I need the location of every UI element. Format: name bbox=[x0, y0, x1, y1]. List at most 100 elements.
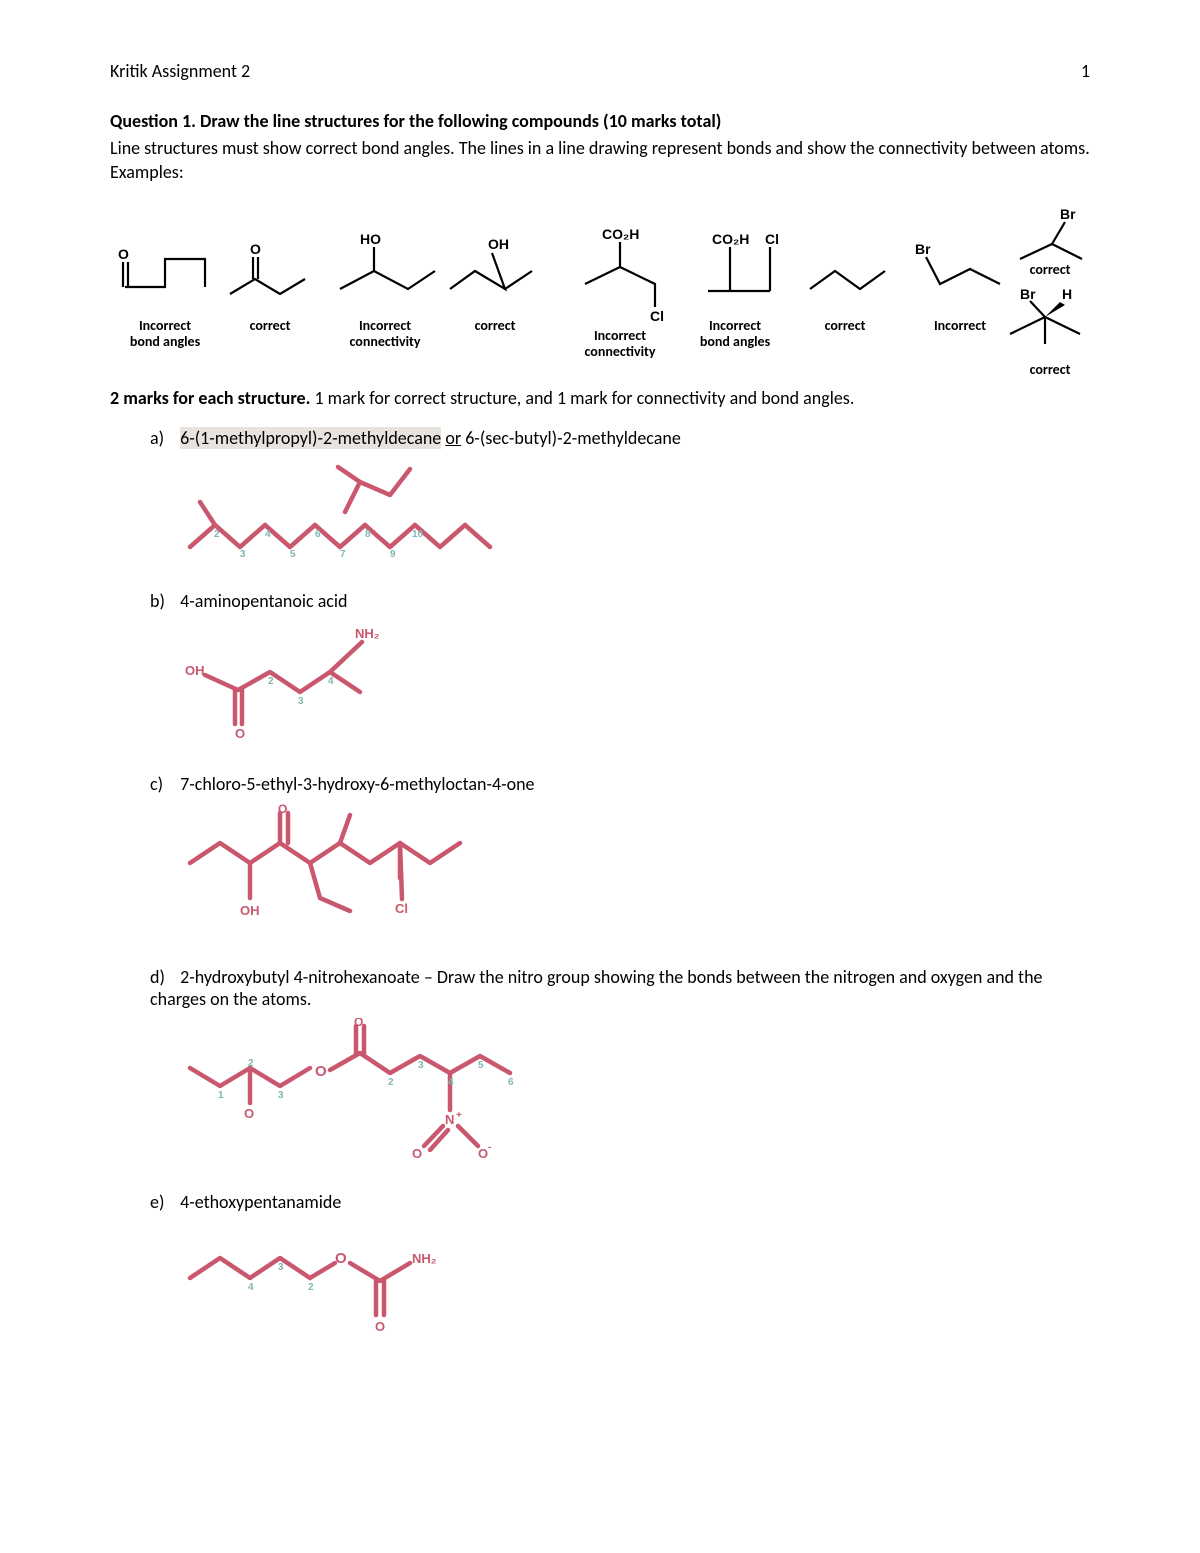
label-o: O bbox=[235, 726, 245, 741]
marks-line: 2 marks for each structure. 1 mark for c… bbox=[110, 387, 1090, 409]
item-b-label: b) bbox=[150, 590, 176, 612]
ex-label-7: correct bbox=[825, 317, 866, 334]
item-e-label: e) bbox=[150, 1191, 176, 1213]
structure-c: OH O Cl bbox=[180, 803, 500, 943]
item-b: b) 4-aminopentanoic acid OH O NH₂ 2 bbox=[150, 590, 1090, 755]
ex-label-8: Incorrect bbox=[934, 317, 986, 334]
structure-a: 2 3 4 5 6 7 8 9 10 bbox=[180, 457, 510, 567]
label-n: N bbox=[445, 1112, 454, 1127]
item-a-or: or bbox=[445, 427, 461, 449]
svg-text:5: 5 bbox=[290, 549, 296, 560]
ex-label-10: correct bbox=[1030, 361, 1071, 378]
structure-b: OH O NH₂ 2 3 4 bbox=[180, 620, 420, 750]
item-a-name1: 6-(1-methylpropyl)-2-methyldecane bbox=[180, 427, 441, 449]
structure-e: O NH₂ O 4 3 2 bbox=[180, 1233, 480, 1343]
label-o: O bbox=[375, 1319, 385, 1334]
svg-text:3: 3 bbox=[418, 1060, 424, 1071]
label-o: O bbox=[354, 1018, 363, 1029]
structure-d: O O O N + O bbox=[180, 1018, 560, 1168]
label-o: O bbox=[315, 1063, 327, 1080]
item-a: a) 6-(1-methylpropyl)-2-methyldecane or … bbox=[150, 427, 1090, 572]
svg-text:2: 2 bbox=[308, 1282, 314, 1293]
item-d: d) 2-hydroxybutyl 4-nitrohexanoate – Dra… bbox=[150, 966, 1090, 1173]
atom-br: Br bbox=[1060, 206, 1076, 222]
item-d-head: d) 2-hydroxybutyl 4-nitrohexanoate – Dra… bbox=[150, 966, 1090, 1010]
ex-label-5b: connectivity bbox=[585, 343, 656, 360]
svg-text:6: 6 bbox=[508, 1077, 514, 1088]
examples-row: O O HO OH bbox=[110, 199, 1090, 379]
svg-text:9: 9 bbox=[390, 549, 396, 560]
item-e-head: e) 4-ethoxypentanamide bbox=[150, 1191, 1090, 1213]
svg-text:3: 3 bbox=[298, 696, 304, 707]
label-oh: OH bbox=[240, 903, 260, 918]
item-d-name: 2-hydroxybutyl 4-nitrohexanoate – Draw t… bbox=[150, 966, 1043, 1010]
atom-o: O bbox=[250, 241, 261, 257]
ex-label-6b: bond angles bbox=[700, 333, 770, 350]
item-c-label: c) bbox=[150, 773, 176, 795]
label-o: O bbox=[335, 1250, 347, 1267]
ex-label-1b: bond angles bbox=[130, 333, 200, 350]
label-oh: OH bbox=[185, 663, 205, 678]
page-header: Kritik Assignment 2 1 bbox=[110, 60, 1090, 82]
ex-label-3a: Incorrect bbox=[359, 317, 411, 334]
svg-text:10: 10 bbox=[412, 529, 424, 540]
atom-ho: HO bbox=[360, 231, 381, 247]
ex-label-5a: Incorrect bbox=[594, 327, 646, 344]
ex-label-2: correct bbox=[250, 317, 291, 334]
svg-text:2: 2 bbox=[388, 1077, 394, 1088]
svg-text:2: 2 bbox=[248, 1058, 254, 1069]
svg-text:2: 2 bbox=[268, 676, 274, 687]
label-o: O bbox=[244, 1106, 254, 1121]
item-a-name2: 6-(sec-butyl)-2-methyldecane bbox=[465, 427, 681, 449]
svg-text:4: 4 bbox=[265, 529, 271, 540]
items-list: a) 6-(1-methylpropyl)-2-methyldecane or … bbox=[110, 427, 1090, 1348]
header-right: 1 bbox=[1081, 60, 1090, 82]
atom-co2h: CO₂H bbox=[602, 226, 639, 242]
header-left: Kritik Assignment 2 bbox=[110, 60, 250, 82]
label-minus: - bbox=[488, 1142, 491, 1153]
atom-o: O bbox=[118, 246, 129, 262]
svg-text:3: 3 bbox=[278, 1090, 284, 1101]
item-c-name: 7-chloro-5-ethyl-3-hydroxy-6-methyloctan… bbox=[180, 773, 534, 795]
item-a-head: a) 6-(1-methylpropyl)-2-methyldecane or … bbox=[150, 427, 1090, 449]
label-nh2: NH₂ bbox=[412, 1251, 437, 1266]
atom-cl: Cl bbox=[765, 231, 779, 247]
svg-text:4: 4 bbox=[248, 1282, 254, 1293]
question-intro: Line structures must show correct bond a… bbox=[110, 136, 1090, 185]
question-title: Question 1. Draw the line structures for… bbox=[110, 110, 1090, 132]
item-e-name: 4-ethoxypentanamide bbox=[180, 1191, 341, 1213]
item-b-head: b) 4-aminopentanoic acid bbox=[150, 590, 1090, 612]
item-b-name: 4-aminopentanoic acid bbox=[180, 590, 347, 612]
atom-cl: Cl bbox=[650, 308, 664, 324]
svg-text:4: 4 bbox=[448, 1077, 454, 1088]
item-c-head: c) 7-chloro-5-ethyl-3-hydroxy-6-methyloc… bbox=[150, 773, 1090, 795]
item-a-label: a) bbox=[150, 427, 176, 449]
marks-rest: 1 mark for correct structure, and 1 mark… bbox=[310, 387, 854, 409]
svg-text:2: 2 bbox=[214, 529, 220, 540]
item-e: e) 4-ethoxypentanamide O NH₂ O bbox=[150, 1191, 1090, 1348]
label-o: O bbox=[478, 1146, 488, 1161]
label-cl: Cl bbox=[395, 901, 408, 916]
ex-label-6a: Incorrect bbox=[709, 317, 761, 334]
ex-label-4: correct bbox=[475, 317, 516, 334]
atom-br: Br bbox=[915, 241, 931, 257]
label-o: O bbox=[278, 803, 287, 816]
ex-label-1a: Incorrect bbox=[139, 317, 191, 334]
marks-prefix: 2 marks for each structure. bbox=[110, 387, 310, 409]
svg-text:1: 1 bbox=[218, 1090, 224, 1101]
svg-text:3: 3 bbox=[278, 1262, 284, 1273]
page: Kritik Assignment 2 1 Question 1. Draw t… bbox=[0, 0, 1200, 1553]
atom-br: Br bbox=[1020, 286, 1036, 302]
ex-label-9: correct bbox=[1030, 261, 1071, 278]
ex-label-3b: connectivity bbox=[350, 333, 421, 350]
svg-text:8: 8 bbox=[365, 529, 371, 540]
label-nh2: NH₂ bbox=[355, 626, 380, 641]
atom-h: H bbox=[1062, 286, 1072, 302]
item-c: c) 7-chloro-5-ethyl-3-hydroxy-6-methyloc… bbox=[150, 773, 1090, 948]
label-plus: + bbox=[456, 1110, 462, 1121]
atom-oh: OH bbox=[488, 236, 509, 252]
svg-text:5: 5 bbox=[478, 1060, 484, 1071]
svg-text:6: 6 bbox=[315, 529, 321, 540]
svg-text:3: 3 bbox=[240, 549, 246, 560]
svg-text:7: 7 bbox=[340, 549, 346, 560]
